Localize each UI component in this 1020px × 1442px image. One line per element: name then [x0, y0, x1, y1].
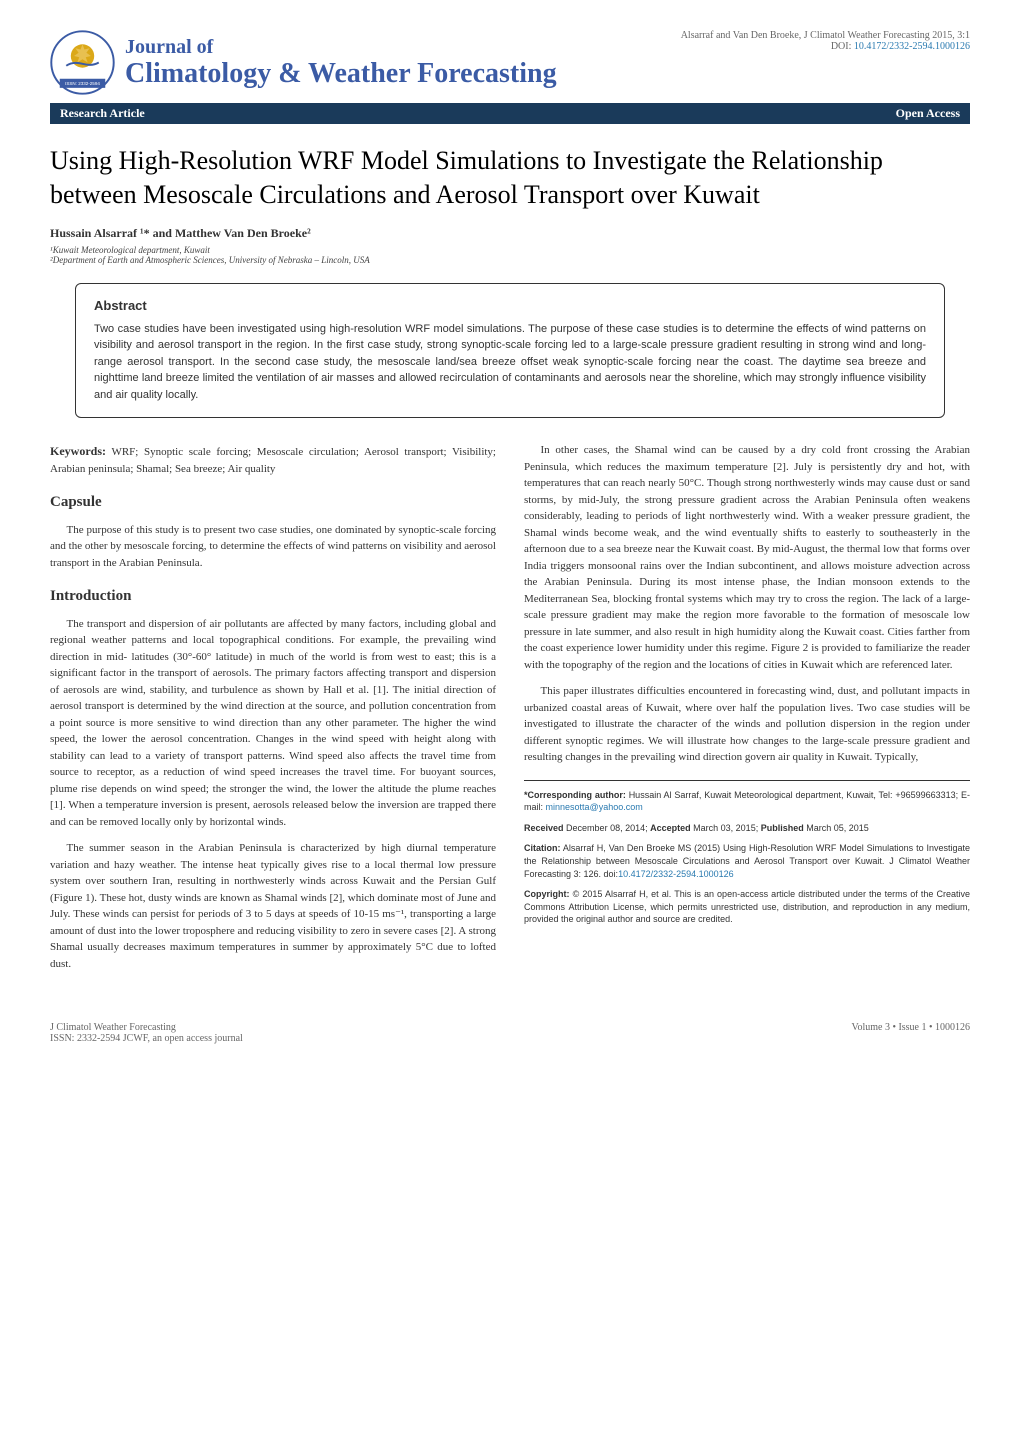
abstract-heading: Abstract [94, 298, 926, 313]
logo-badge: ISSN: 2332-2594 [50, 30, 115, 95]
copyright-label: Copyright: [524, 889, 570, 899]
dates-line: Received December 08, 2014; Accepted Mar… [524, 822, 970, 835]
page-footer: J Climatol Weather Forecasting ISSN: 233… [50, 1022, 970, 1044]
header-doi: DOI: 10.4172/2332-2594.1000126 [681, 41, 970, 52]
received-label: Received [524, 823, 564, 833]
abstract-text: Two case studies have been investigated … [94, 321, 926, 404]
doi-value[interactable]: 10.4172/2332-2594.1000126 [854, 41, 970, 52]
header-citation-block: Alsarraf and Van Den Broeke, J Climatol … [681, 30, 970, 52]
keywords-label: Keywords: [50, 444, 106, 458]
footer-issn: ISSN: 2332-2594 JCWF, an open access jou… [50, 1033, 243, 1044]
intro-para-2: The summer season in the Arabian Peninsu… [50, 840, 496, 972]
keywords-block: Keywords: WRF; Synoptic scale forcing; M… [50, 442, 496, 477]
journal-name: Climatology & Weather Forecasting [125, 58, 557, 89]
two-column-body: Keywords: WRF; Synoptic scale forcing; M… [50, 442, 970, 982]
citation-label: Citation: [524, 843, 561, 853]
article-title: Using High-Resolution WRF Model Simulati… [50, 144, 970, 212]
copyright-text: © 2015 Alsarraf H, et al. This is an ope… [524, 889, 970, 924]
open-access-label: Open Access [896, 106, 960, 121]
intro-para-4: This paper illustrates difficulties enco… [524, 683, 970, 766]
intro-para-3: In other cases, the Shamal wind can be c… [524, 442, 970, 673]
footer-left: J Climatol Weather Forecasting ISSN: 233… [50, 1022, 243, 1044]
introduction-heading: Introduction [50, 585, 496, 608]
journal-of-label: Journal of [125, 36, 557, 59]
left-column: Keywords: WRF; Synoptic scale forcing; M… [50, 442, 496, 982]
citation-doi[interactable]: 10.4172/2332-2594.1000126 [618, 869, 734, 879]
published-label: Published [761, 823, 804, 833]
abstract-box: Abstract Two case studies have been inve… [75, 283, 945, 419]
accepted-date: March 03, 2015; [693, 823, 758, 833]
corresponding-label: *Corresponding author: [524, 790, 626, 800]
capsule-text: The purpose of this study is to present … [50, 522, 496, 572]
article-type-bar: Research Article Open Access [50, 103, 970, 124]
doi-label: DOI: [831, 41, 852, 52]
weather-logo-icon: ISSN: 2332-2594 [50, 30, 115, 95]
affiliation-2: ²Department of Earth and Atmospheric Sci… [50, 255, 970, 265]
svg-text:ISSN: 2332-2594: ISSN: 2332-2594 [65, 81, 100, 86]
header-row: ISSN: 2332-2594 Journal of Climatology &… [50, 30, 970, 95]
journal-logo-block: ISSN: 2332-2594 Journal of Climatology &… [50, 30, 557, 95]
header-citation: Alsarraf and Van Den Broeke, J Climatol … [681, 30, 970, 41]
intro-para-1: The transport and dispersion of air poll… [50, 616, 496, 831]
keywords-text: WRF; Synoptic scale forcing; Mesoscale c… [50, 446, 496, 475]
received-date: December 08, 2014; [566, 823, 648, 833]
corresponding-author-line: *Corresponding author: Hussain Al Sarraf… [524, 789, 970, 814]
citation-text: Alsarraf H, Van Den Broeke MS (2015) Usi… [524, 843, 970, 878]
accepted-label: Accepted [650, 823, 691, 833]
article-info-box: *Corresponding author: Hussain Al Sarraf… [524, 780, 970, 926]
right-column: In other cases, the Shamal wind can be c… [524, 442, 970, 982]
affiliation-1: ¹Kuwait Meteorological department, Kuwai… [50, 245, 970, 255]
published-date: March 05, 2015 [806, 823, 869, 833]
corresponding-email[interactable]: minnesotta@yahoo.com [546, 802, 643, 812]
authors-line: Hussain Alsarraf ¹* and Matthew Van Den … [50, 226, 970, 241]
article-type-label: Research Article [60, 106, 145, 121]
footer-right: Volume 3 • Issue 1 • 1000126 [852, 1022, 970, 1044]
affiliations-block: ¹Kuwait Meteorological department, Kuwai… [50, 245, 970, 265]
footer-journal-abbrev: J Climatol Weather Forecasting [50, 1022, 243, 1033]
citation-line: Citation: Alsarraf H, Van Den Broeke MS … [524, 842, 970, 880]
journal-title-block: Journal of Climatology & Weather Forecas… [125, 36, 557, 90]
capsule-heading: Capsule [50, 491, 496, 514]
copyright-line: Copyright: © 2015 Alsarraf H, et al. Thi… [524, 888, 970, 926]
